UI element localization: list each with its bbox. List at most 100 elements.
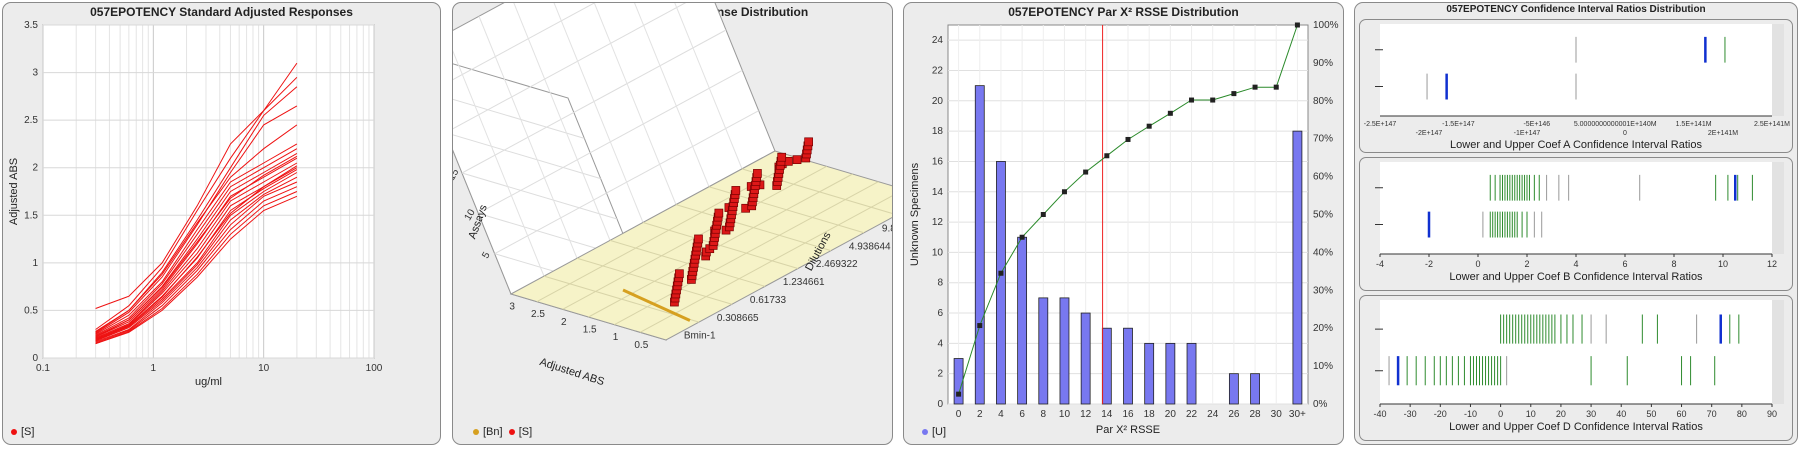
legend: [Bn] [S] (473, 426, 532, 438)
cumulative-point (1294, 22, 1300, 28)
series-line (95, 157, 298, 338)
x-tick-label: 18 (1144, 409, 1156, 420)
gridline (634, 3, 710, 187)
y2-tick-label: 80% (1313, 96, 1333, 107)
bar (1165, 342, 1176, 405)
cumulative-point (1210, 97, 1216, 103)
x-tick-label: 30+ (1289, 409, 1306, 420)
x-tick-label: 16 (1122, 409, 1134, 420)
x-tick-label: 2E+141M (1708, 130, 1738, 137)
y-tick-label: 0.5 (24, 305, 38, 316)
cumulative-point (1231, 91, 1237, 97)
y2-tick-label: 20% (1313, 323, 1333, 334)
data-point (675, 269, 684, 279)
bar (1228, 373, 1239, 405)
cumulative-point (1252, 84, 1258, 90)
coef-b-chart: -4 -2 0 2 4 6 8 10 12 Lower and Upper Coef B Conf… (1375, 162, 1784, 283)
x-tick-label: 30 (1586, 409, 1596, 419)
x-axis-label: Par X² RSSE (1096, 424, 1160, 436)
plot-area (42, 24, 375, 359)
y-tick-label: 4 (937, 338, 943, 349)
plot-area (1380, 300, 1772, 404)
x-tick-label: 4 (998, 409, 1004, 420)
bar (1186, 342, 1197, 405)
legend-label: [Bn] (483, 426, 503, 438)
legend-marker-icon (473, 429, 479, 436)
x-tick-label: 70 (1707, 409, 1717, 419)
y2-tick-label: 30% (1313, 285, 1333, 296)
y-tick-label: 3 (32, 68, 38, 79)
series-line (95, 165, 298, 342)
y-tick-label: 18 (932, 126, 944, 137)
x-tick-label: -30 (1404, 409, 1417, 419)
x-axis-label: ug/ml (195, 376, 222, 388)
x-tick-label: 3 (509, 302, 515, 313)
cumulative-point (1125, 136, 1131, 142)
dilution-tick-label: 1.234661 (783, 277, 825, 288)
series-line (95, 186, 298, 344)
series-line (95, 172, 298, 341)
coef-d-chart: -40 -30 -20 -10 0 10 20 30 40 50 60 70 80 90 Lower and… (1373, 300, 1784, 433)
x-tick-label: -4 (1376, 259, 1384, 269)
cumulative-point (1167, 110, 1173, 116)
gridline (453, 134, 601, 180)
plot-margin (1772, 24, 1784, 116)
standard-responses-panel: 057EPOTENCY Standard Adjusted Responses … (2, 2, 441, 445)
x-tick-label: -2E+147 (1416, 130, 1443, 137)
gridline (674, 3, 743, 170)
x-tick-label: 24 (1207, 409, 1219, 420)
data-point (777, 152, 787, 162)
plot-area (1380, 162, 1772, 254)
legend-label: [S] (21, 426, 35, 438)
cumulative-point (1189, 97, 1195, 103)
series-line (95, 148, 298, 336)
x-tick-label: 50 (1646, 409, 1656, 419)
x-tick-label: 22 (1186, 409, 1198, 420)
x-tick-label: 10 (1059, 409, 1071, 420)
y-tick-label: 3.5 (24, 20, 38, 31)
gridline (478, 16, 578, 259)
y2-tick-label: 10% (1313, 361, 1333, 372)
x-tick-label: 8 (1671, 259, 1676, 269)
legend-marker-icon (11, 429, 17, 436)
x-tick-label: 90 (1767, 409, 1777, 419)
cumulative-point (1019, 234, 1025, 240)
series-line (95, 176, 298, 342)
dilution-tick-label: Bmin-1 (684, 331, 716, 342)
series-line (95, 181, 298, 343)
x-tick-label: -5E+146 (1523, 121, 1550, 128)
coef-a-chart: -2.5E+147 -1.5E+147 -5E+146 5.0000000000001… (1364, 24, 1790, 151)
data-point (731, 186, 741, 195)
x-tick-label: 0.1 (36, 363, 50, 374)
gridline (453, 50, 545, 277)
cumulative-point (1083, 169, 1089, 175)
x-tick-label: 10 (1526, 409, 1536, 419)
series-line (95, 76, 298, 330)
x-tick-label: 2.5E+141M (1754, 121, 1790, 128)
x-tick-label: -2.5E+147 (1364, 121, 1397, 128)
blank-series-line (622, 288, 691, 322)
y2-tick-label: 90% (1313, 58, 1333, 69)
x-tick-label: 0 (1475, 259, 1480, 269)
x-tick-label: 0 (1498, 409, 1503, 419)
legend: [S] (11, 426, 34, 438)
gridline (453, 98, 585, 139)
y-tick-label: 8 (937, 278, 943, 289)
y-tick-label: 16 (932, 156, 944, 167)
x-tick-label: 10 (1718, 259, 1728, 269)
x-tick-label: 0.5 (634, 340, 648, 351)
dilution-tick-label: 0.308665 (717, 313, 759, 324)
coef-a-subpanel: -2.5E+147 -1.5E+147 -5E+146 5.0000000000001… (1359, 19, 1793, 153)
x-tick-label: 60 (1677, 409, 1687, 419)
floor-gridline (639, 195, 892, 333)
legend-label: [U] (932, 426, 947, 438)
dilution-tick-label: 2.469322 (816, 259, 858, 270)
cumulative-point (1061, 189, 1067, 195)
y-tick-label: 0 (937, 399, 943, 410)
x-tick-label: 8 (1041, 409, 1047, 420)
x-tick-label: 80 (1737, 409, 1747, 419)
data-point (753, 169, 762, 178)
x-tick-label: 20 (1556, 409, 1566, 419)
x-tick-label: 0 (1623, 130, 1627, 137)
